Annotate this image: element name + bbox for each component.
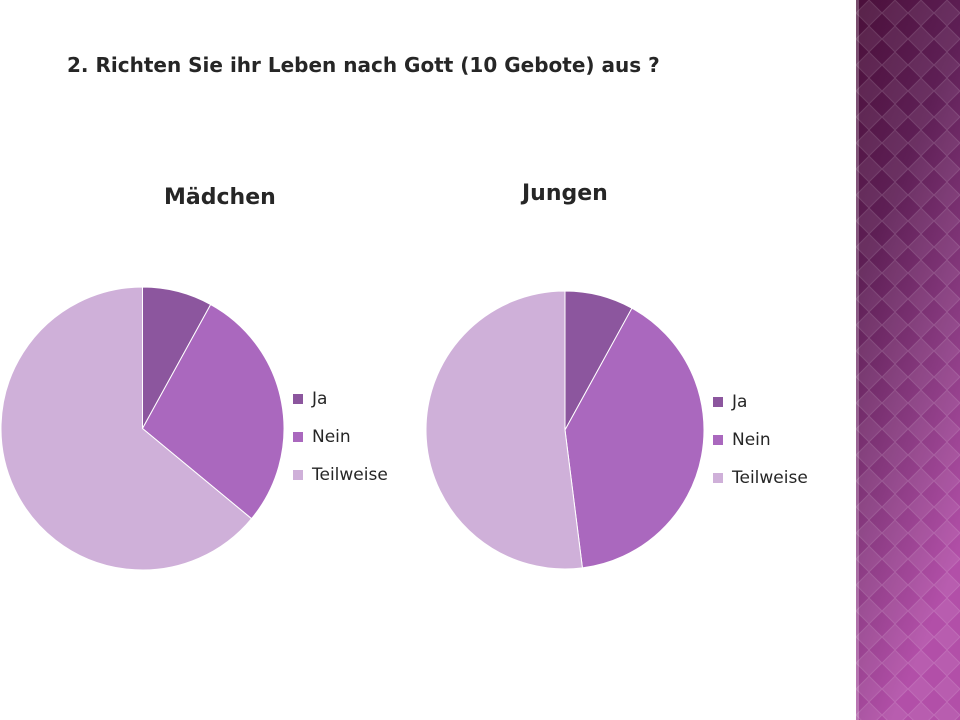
legend-label: Nein	[312, 427, 351, 447]
chart-title-jungen: Jungen	[522, 181, 608, 206]
legend-label: Teilweise	[312, 465, 388, 485]
legend-item: Nein	[713, 421, 808, 459]
legend-swatch	[713, 473, 723, 483]
legend-jungen: Ja Nein Teilweise	[713, 383, 808, 497]
legend-label: Ja	[312, 389, 328, 409]
legend-item: Ja	[713, 383, 808, 421]
legend-item: Teilweise	[713, 459, 808, 497]
legend-swatch	[293, 394, 303, 404]
slide-title: 2. Richten Sie ihr Leben nach Gott (10 G…	[67, 53, 660, 77]
pie-slice-teilweise	[0, 286, 253, 571]
chart-title-maedchen: Mädchen	[164, 185, 276, 210]
legend-swatch	[713, 397, 723, 407]
legend-swatch	[713, 435, 723, 445]
pie-chart-jungen	[425, 290, 705, 570]
legend-item: Nein	[293, 418, 388, 456]
legend-label: Nein	[732, 430, 771, 450]
legend-maedchen: Ja Nein Teilweise	[293, 380, 388, 494]
pie-chart-maedchen	[0, 286, 285, 571]
legend-item: Ja	[293, 380, 388, 418]
legend-label: Teilweise	[732, 468, 808, 488]
legend-label: Ja	[732, 392, 748, 412]
pie-slice-nein	[141, 303, 285, 520]
pie-slice-teilweise	[425, 290, 583, 570]
legend-swatch	[293, 470, 303, 480]
decorative-side-band	[856, 0, 960, 720]
pie-slice-nein	[564, 307, 705, 569]
legend-swatch	[293, 432, 303, 442]
legend-item: Teilweise	[293, 456, 388, 494]
